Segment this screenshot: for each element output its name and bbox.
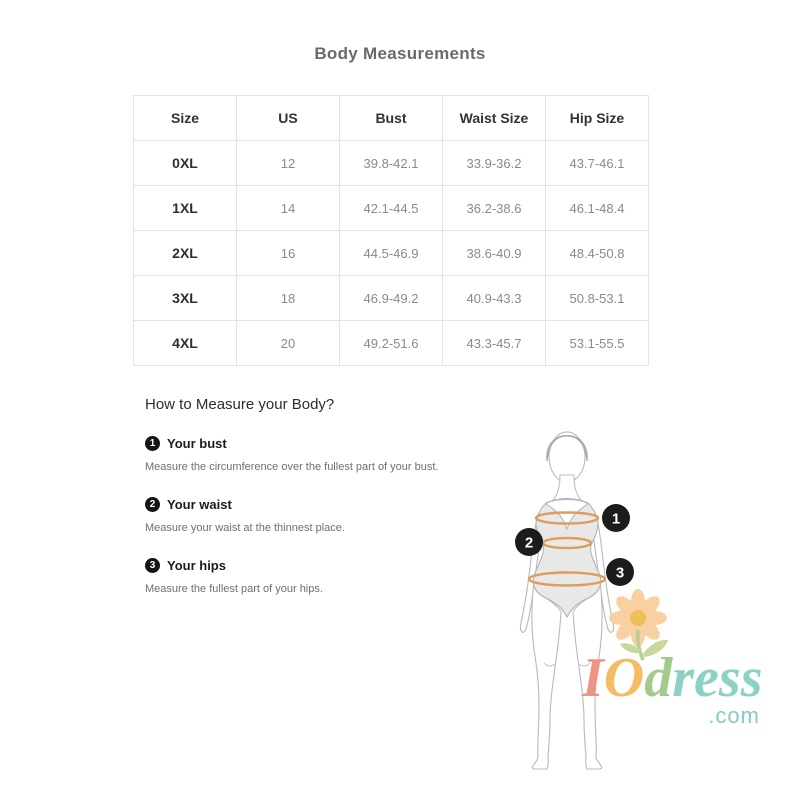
cell-size: 3XL — [133, 275, 237, 321]
hips-marker-number: 3 — [616, 564, 624, 581]
how-to-description: Measure the fullest part of your hips. — [145, 583, 323, 595]
cell-waist: 43.3-45.7 — [442, 320, 546, 366]
table-row: 4XL 20 49.2-51.6 43.3-45.7 53.1-55.5 — [133, 320, 649, 366]
brand-letter-i: I — [582, 647, 604, 709]
brand-letters-ress: ress — [672, 647, 763, 709]
how-to-label-text: Your waist — [167, 497, 232, 512]
cell-waist: 33.9-36.2 — [442, 140, 546, 186]
number-3-badge-icon: 3 — [145, 558, 160, 573]
how-to-item-waist: 2 Your waist Measure your waist at the t… — [145, 497, 490, 534]
cell-size: 0XL — [133, 140, 237, 186]
how-to-description: Measure the circumference over the fulle… — [145, 461, 439, 473]
how-to-label-text: Your bust — [167, 436, 227, 451]
watermark-brand: IOdress — [582, 650, 777, 706]
cell-waist: 36.2-38.6 — [442, 185, 546, 231]
how-to-description: Measure your waist at the thinnest place… — [145, 522, 345, 534]
cell-hip: 46.1-48.4 — [545, 185, 649, 231]
how-to-label: 1 Your bust — [145, 436, 490, 451]
flower-leaf-left — [620, 643, 640, 654]
cell-us: 16 — [236, 230, 340, 276]
cell-us: 20 — [236, 320, 340, 366]
hips-marker-badge: 3 — [606, 558, 634, 586]
how-to-label: 2 Your waist — [145, 497, 490, 512]
flower-logo-icon — [598, 588, 688, 680]
size-table: Size US Bust Waist Size Hip Size 0XL 12 … — [133, 95, 649, 366]
how-to-label-text: Your hips — [167, 558, 226, 573]
brand-letter-d: d — [644, 647, 673, 709]
how-to-item-bust: 1 Your bust Measure the circumference ov… — [145, 436, 490, 473]
cell-hip: 50.8-53.1 — [545, 275, 649, 321]
cell-waist: 40.9-43.3 — [442, 275, 546, 321]
bust-measure-line — [534, 511, 600, 525]
flower-leaf-right — [643, 639, 668, 657]
watermark-tld: .com — [708, 703, 760, 728]
col-header-us: US — [236, 95, 340, 141]
cell-size: 1XL — [133, 185, 237, 231]
how-to-measure-section: How to Measure your Body? 1 Your bust Me… — [145, 396, 490, 619]
table-row: 3XL 18 46.9-49.2 40.9-43.3 50.8-53.1 — [133, 275, 649, 321]
hips-measure-line — [527, 571, 607, 587]
cell-size: 2XL — [133, 230, 237, 276]
col-header-hip: Hip Size — [545, 95, 649, 141]
cell-size: 4XL — [133, 320, 237, 366]
cell-bust: 42.1-44.5 — [339, 185, 443, 231]
col-header-waist: Waist Size — [442, 95, 546, 141]
cell-us: 12 — [236, 140, 340, 186]
cell-hip: 48.4-50.8 — [545, 230, 649, 276]
how-to-heading: How to Measure your Body? — [145, 396, 335, 413]
body-figure-illustration: 1 2 3 — [500, 415, 660, 775]
cell-us: 14 — [236, 185, 340, 231]
how-to-item-hips: 3 Your hips Measure the fullest part of … — [145, 558, 490, 595]
table-header-row: Size US Bust Waist Size Hip Size — [133, 95, 649, 141]
col-header-bust: Bust — [339, 95, 443, 141]
flower-stem — [636, 629, 645, 661]
how-to-label: 3 Your hips — [145, 558, 490, 573]
cell-hip: 43.7-46.1 — [545, 140, 649, 186]
cell-hip: 53.1-55.5 — [545, 320, 649, 366]
page-title: Body Measurements — [314, 44, 486, 63]
cell-us: 18 — [236, 275, 340, 321]
cell-waist: 38.6-40.9 — [442, 230, 546, 276]
waist-marker-badge: 2 — [515, 528, 543, 556]
number-2-badge-icon: 2 — [145, 497, 160, 512]
cell-bust: 46.9-49.2 — [339, 275, 443, 321]
cell-bust: 44.5-46.9 — [339, 230, 443, 276]
cell-bust: 39.8-42.1 — [339, 140, 443, 186]
brand-letter-o: O — [603, 647, 645, 709]
bust-marker-number: 1 — [612, 510, 620, 527]
col-header-size: Size — [133, 95, 237, 141]
cell-bust: 49.2-51.6 — [339, 320, 443, 366]
bust-marker-badge: 1 — [602, 504, 630, 532]
body-silhouette-icon: 1 2 3 — [515, 431, 634, 770]
table-row: 1XL 14 42.1-44.5 36.2-38.6 46.1-48.4 — [133, 185, 649, 231]
table-row: 2XL 16 44.5-46.9 38.6-40.9 48.4-50.8 — [133, 230, 649, 276]
waist-measure-line — [541, 536, 593, 550]
number-1-badge-icon: 1 — [145, 436, 160, 451]
size-table-container: Size US Bust Waist Size Hip Size 0XL 12 … — [133, 95, 649, 366]
flower-center — [630, 610, 646, 626]
table-row: 0XL 12 39.8-42.1 33.9-36.2 43.7-46.1 — [133, 140, 649, 186]
waist-marker-number: 2 — [525, 534, 533, 551]
